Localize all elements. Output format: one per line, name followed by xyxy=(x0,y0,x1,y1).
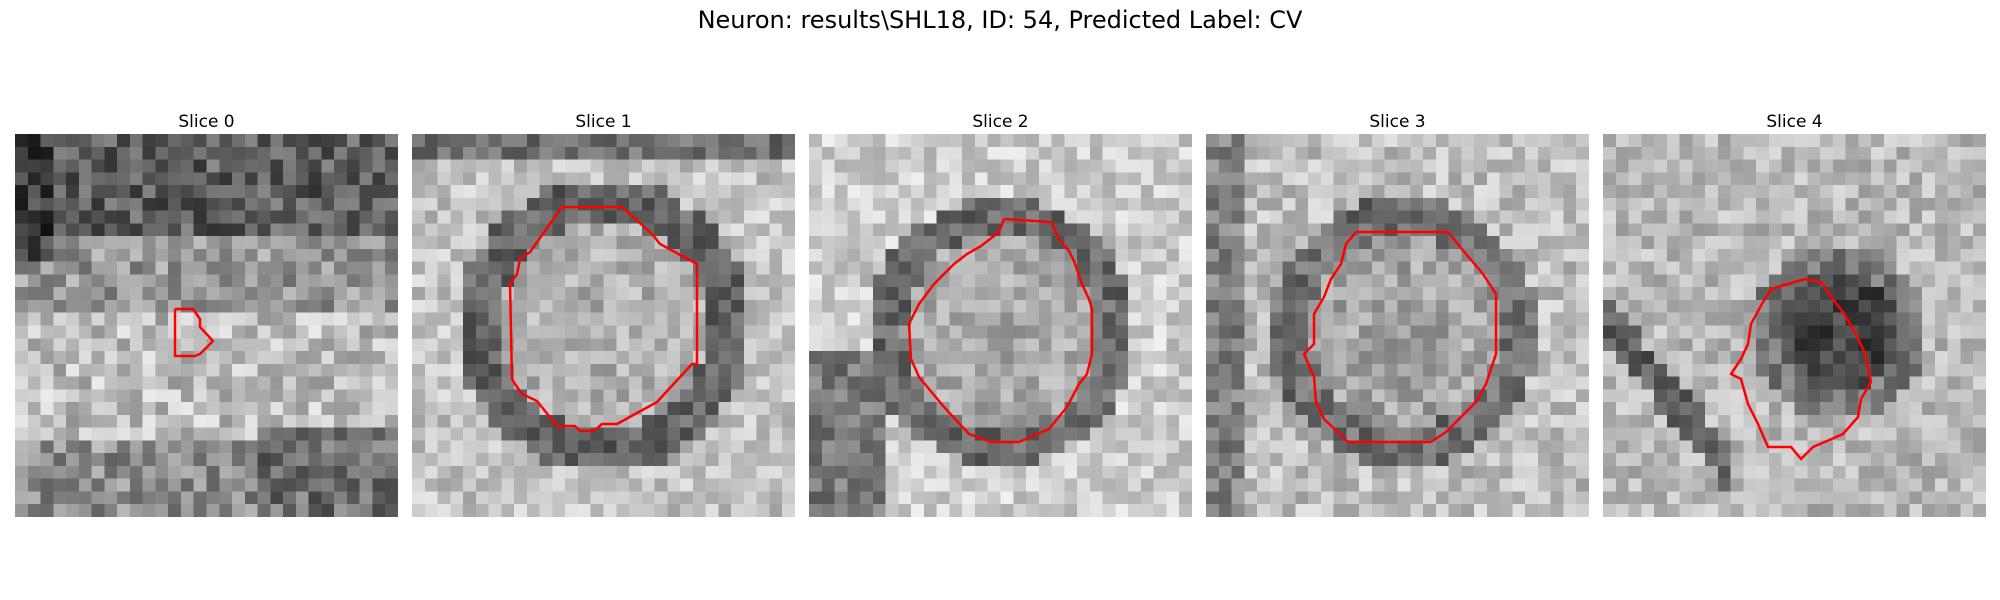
slice-panel-0: Slice 0 xyxy=(15,110,398,517)
slice-title: Slice 3 xyxy=(1369,112,1426,132)
slice-image-frame xyxy=(1206,134,1589,517)
segmentation-contour xyxy=(1729,277,1873,461)
slice-title: Slice 2 xyxy=(972,112,1029,132)
slice-panel-1: Slice 1 xyxy=(412,110,795,517)
figure-title: Neuron: results\SHL18, ID: 54, Predicted… xyxy=(697,6,1303,34)
slice-image xyxy=(15,134,398,517)
segmentation-contour xyxy=(173,307,215,358)
slice-image xyxy=(809,134,1192,517)
slice-image-frame xyxy=(809,134,1192,517)
slice-image xyxy=(1206,134,1589,517)
slice-image-frame xyxy=(15,134,398,517)
slice-image xyxy=(1603,134,1986,517)
slice-title: Slice 4 xyxy=(1766,112,1823,132)
slice-title: Slice 1 xyxy=(575,112,632,132)
segmentation-contour xyxy=(1302,230,1498,444)
slice-image-frame xyxy=(412,134,795,517)
slice-panel-2: Slice 2 xyxy=(809,110,1192,517)
slice-panel-3: Slice 3 xyxy=(1206,110,1589,517)
slice-image-frame xyxy=(1603,134,1986,517)
slice-panel-4: Slice 4 xyxy=(1603,110,1986,517)
segmentation-contour xyxy=(508,205,699,433)
slice-image xyxy=(412,134,795,517)
slice-title: Slice 0 xyxy=(178,112,235,132)
segmentation-contour xyxy=(907,217,1094,444)
